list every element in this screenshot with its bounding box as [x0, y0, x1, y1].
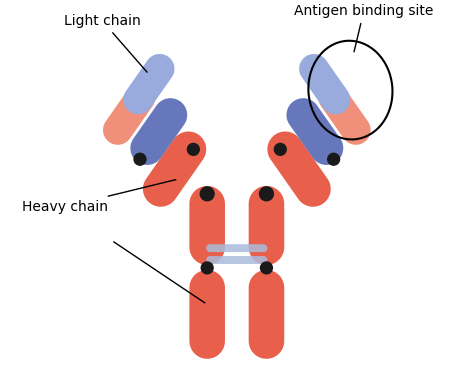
Polygon shape	[299, 54, 350, 114]
Polygon shape	[249, 186, 284, 265]
Text: Light chain: Light chain	[64, 14, 147, 72]
Polygon shape	[206, 256, 267, 264]
Text: Heavy chain: Heavy chain	[22, 180, 176, 214]
Circle shape	[201, 262, 213, 274]
Polygon shape	[143, 132, 206, 207]
Circle shape	[187, 143, 199, 155]
Circle shape	[260, 187, 273, 201]
Polygon shape	[267, 132, 331, 207]
Circle shape	[201, 187, 214, 201]
Polygon shape	[319, 83, 371, 145]
Polygon shape	[206, 244, 267, 252]
Circle shape	[274, 143, 286, 155]
Polygon shape	[286, 98, 343, 165]
Polygon shape	[190, 186, 225, 265]
Circle shape	[134, 153, 146, 165]
Polygon shape	[103, 83, 155, 145]
Polygon shape	[249, 270, 284, 359]
Circle shape	[328, 153, 339, 165]
Text: Antigen binding site: Antigen binding site	[294, 4, 434, 52]
Circle shape	[261, 262, 273, 274]
Polygon shape	[190, 270, 225, 359]
Polygon shape	[123, 54, 174, 114]
Polygon shape	[130, 98, 187, 165]
